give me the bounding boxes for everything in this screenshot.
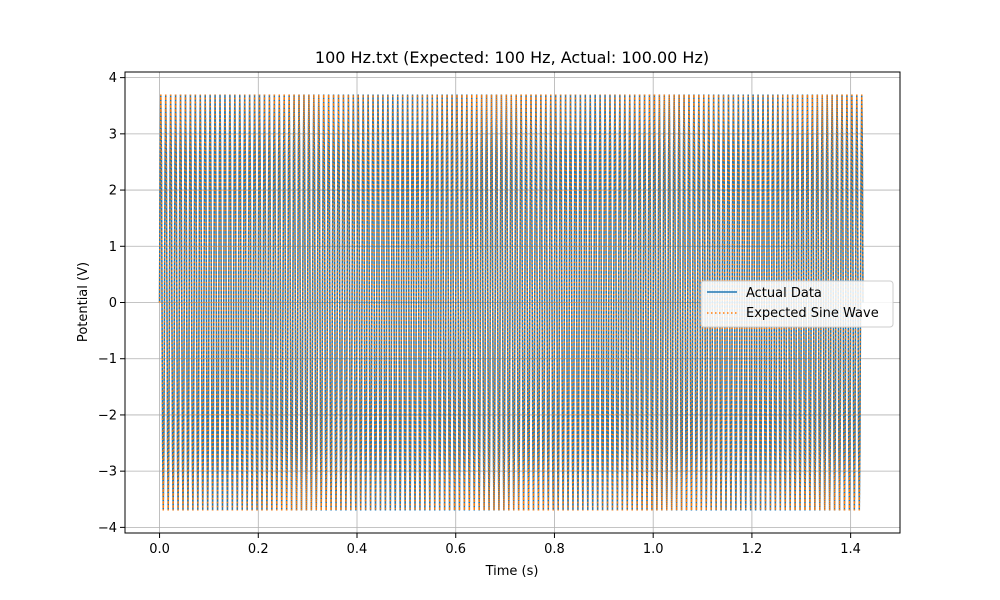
x-axis: 0.0 0.2 0.4 0.6 0.8 1.0 1.2 1.4 [149,533,861,557]
y-tick-label: 4 [109,71,117,86]
y-tick-label: −4 [98,521,117,536]
y-tick-label: 2 [109,184,117,199]
legend-box [700,280,894,328]
y-axis-label: Potential (V) [76,262,91,342]
y-axis: −4 −3 −2 −1 0 1 2 3 4 [98,71,125,536]
chart-title: 100 Hz.txt (Expected: 100 Hz, Actual: 10… [315,48,709,67]
y-tick-label: 0 [109,296,117,311]
x-tick-label: 1.0 [643,542,664,557]
x-tick-label: 0.6 [445,542,466,557]
x-tick-label: 0.8 [544,542,565,557]
x-tick-label: 0.4 [347,542,368,557]
y-tick-label: −2 [98,408,117,423]
x-tick-label: 0.0 [149,542,170,557]
x-tick-label: 0.2 [248,542,269,557]
y-tick-label: 3 [109,127,117,142]
y-tick-label: 1 [109,240,117,255]
x-tick-label: 1.2 [742,542,763,557]
series-layer [158,94,864,511]
x-tick-label: 1.4 [840,542,861,557]
legend: Actual Data Expected Sine Wave [700,280,894,328]
legend-label-expected-sine-wave: Expected Sine Wave [746,306,879,321]
series-line-expected-sine-wave [158,94,864,511]
x-axis-label: Time (s) [485,564,539,579]
y-tick-label: −1 [98,352,117,367]
y-tick-label: −3 [98,465,117,480]
legend-label-actual-data: Actual Data [746,286,822,301]
